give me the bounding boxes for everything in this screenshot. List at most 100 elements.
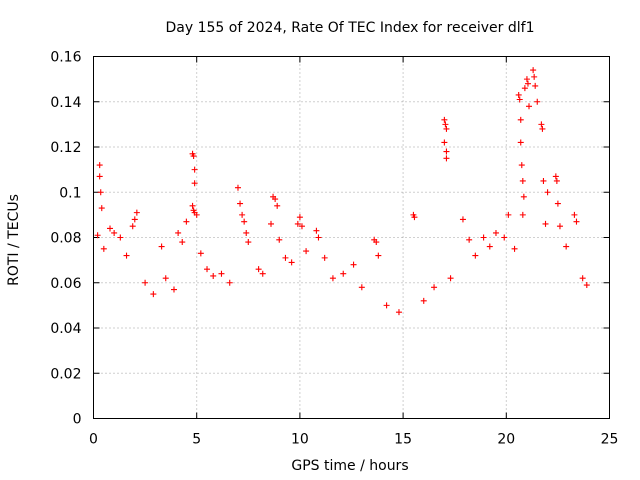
- data-point: [447, 275, 454, 282]
- data-point: [315, 234, 322, 241]
- data-point: [191, 166, 198, 173]
- x-tick-label: 15: [394, 432, 412, 448]
- data-point: [272, 196, 279, 203]
- y-tick-label: 0.16: [50, 50, 81, 66]
- data-point: [241, 218, 248, 225]
- data-point: [142, 279, 149, 286]
- x-tick-label: 0: [89, 432, 98, 448]
- y-tick-label: 0: [73, 412, 82, 428]
- data-point: [296, 214, 303, 221]
- data-point: [518, 162, 525, 169]
- data-point: [162, 275, 169, 282]
- data-point: [552, 173, 559, 180]
- data-point: [303, 248, 310, 255]
- y-axis-label: ROTI / TECUs: [6, 194, 22, 286]
- data-point: [443, 155, 450, 162]
- data-point: [179, 239, 186, 246]
- data-point: [544, 189, 551, 196]
- data-point: [170, 286, 177, 293]
- data-point: [123, 252, 130, 259]
- data-point: [133, 209, 140, 216]
- data-point: [150, 291, 157, 298]
- data-point-layer: [94, 67, 590, 316]
- data-point: [579, 275, 586, 282]
- data-point: [96, 162, 103, 169]
- data-point: [274, 202, 281, 209]
- data-point: [534, 98, 541, 105]
- data-point: [117, 234, 124, 241]
- data-point: [526, 103, 533, 110]
- data-point: [226, 279, 233, 286]
- data-point: [375, 252, 382, 259]
- data-point: [442, 121, 449, 128]
- data-point: [523, 76, 530, 83]
- data-point: [515, 91, 522, 98]
- data-point: [189, 202, 196, 209]
- y-tick-label: 0.12: [50, 140, 81, 156]
- tick-label-layer: 0 0.02 0.04 0.06 0.08 0.1 0.12 0.14 0.16 0 5 10 15 20…: [50, 50, 618, 448]
- data-point: [521, 85, 528, 92]
- data-point: [340, 270, 347, 277]
- data-point: [158, 243, 165, 250]
- data-point: [520, 193, 527, 200]
- plot-frame: [93, 56, 610, 419]
- data-point: [540, 177, 547, 184]
- data-point: [321, 254, 328, 261]
- data-point: [350, 261, 357, 268]
- data-point: [505, 211, 512, 218]
- data-point: [411, 214, 418, 221]
- data-point: [129, 223, 136, 230]
- data-point: [288, 259, 295, 266]
- data-point: [542, 220, 549, 227]
- y-tick-label: 0.04: [50, 321, 81, 337]
- x-axis-label: GPS time / hours: [291, 458, 408, 474]
- chart-title: Day 155 of 2024, Rate Of TEC Index for r…: [166, 20, 535, 36]
- data-point: [431, 284, 438, 291]
- y-tick-label: 0.14: [50, 95, 81, 111]
- data-point: [538, 121, 545, 128]
- x-tick-label: 25: [601, 432, 619, 448]
- data-point: [531, 73, 538, 80]
- data-point: [210, 272, 217, 279]
- data-point: [255, 266, 262, 273]
- data-point: [539, 125, 546, 132]
- y-tick-label: 0.08: [50, 231, 81, 247]
- data-point: [443, 148, 450, 155]
- data-point: [554, 200, 561, 207]
- data-point: [524, 80, 531, 87]
- data-point: [516, 96, 523, 103]
- data-point: [501, 234, 508, 241]
- data-point: [237, 200, 244, 207]
- data-point: [193, 211, 200, 218]
- y-tick-label: 0.06: [50, 276, 81, 292]
- data-point: [519, 211, 526, 218]
- data-point: [517, 116, 524, 123]
- data-point: [131, 216, 138, 223]
- data-point: [480, 234, 487, 241]
- data-point: [259, 270, 266, 277]
- data-point: [563, 243, 570, 250]
- tick-layer: [93, 56, 610, 419]
- x-tick-label: 5: [192, 432, 201, 448]
- data-point: [519, 177, 526, 184]
- data-point: [294, 220, 301, 227]
- y-tick-label: 0.02: [50, 366, 81, 382]
- data-point: [511, 245, 518, 252]
- data-point: [383, 302, 390, 309]
- data-point: [107, 225, 114, 232]
- data-point: [571, 211, 578, 218]
- data-point: [197, 250, 204, 257]
- grid-layer: [93, 56, 610, 419]
- data-point: [553, 177, 560, 184]
- data-point: [395, 309, 402, 316]
- data-point: [373, 239, 380, 246]
- data-point: [191, 180, 198, 187]
- data-point: [517, 139, 524, 146]
- data-point: [530, 67, 537, 74]
- data-point: [583, 282, 590, 289]
- data-point: [243, 229, 250, 236]
- data-point: [472, 252, 479, 259]
- data-point: [441, 116, 448, 123]
- data-point: [239, 211, 246, 218]
